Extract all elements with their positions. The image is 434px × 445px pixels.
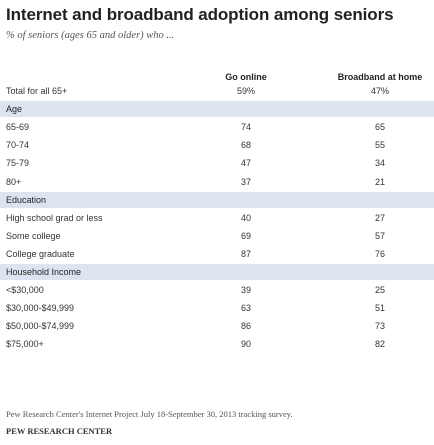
go-online-value: 74 (240, 122, 251, 133)
section-header-row: Age (0, 101, 434, 118)
row-label: 80+ (6, 176, 22, 187)
broadband-value: 55 (374, 140, 385, 151)
row-label: Some college (6, 230, 61, 241)
broadband-value: 76 (374, 248, 385, 259)
table-row: $50,000-$74,999 86 73 (0, 318, 434, 334)
table-row: 75-79 47 34 (0, 155, 434, 171)
table-row: College graduate 87 76 (0, 246, 434, 262)
go-online-value: 90 (240, 339, 251, 350)
broadband-value: 73 (374, 321, 385, 332)
broadband-value: 51 (374, 303, 385, 314)
go-online-value: 40 (240, 212, 251, 223)
go-online-value: 69 (240, 230, 251, 241)
table-row: 80+ 37 21 (0, 174, 434, 190)
row-label: <$30,000 (6, 285, 44, 296)
broadband-value: 27 (374, 212, 385, 223)
table-row: <$30,000 39 25 (0, 282, 434, 298)
broadband-value: 65 (374, 122, 385, 133)
section-header-row: Household Income (0, 264, 434, 280)
row-label: $75,000+ (6, 339, 44, 350)
total-row: Total for all 65+ 59% 47% (0, 83, 434, 99)
chart-title: Internet and broadband adoption among se… (6, 5, 394, 24)
go-online-value: 68 (240, 140, 251, 151)
row-label: $30,000-$49,999 (6, 303, 75, 314)
table-row: Some college 69 57 (0, 228, 434, 244)
source-note: Pew Research Center's Internet Project J… (6, 409, 293, 419)
broadband-value: 57 (374, 230, 385, 241)
go-online-value: 37 (240, 176, 251, 187)
table-row: $30,000-$49,999 63 51 (0, 300, 434, 316)
go-online-value: 87 (240, 248, 251, 259)
table-row: 70-74 68 55 (0, 137, 434, 153)
table-row: High school grad or less 40 27 (0, 210, 434, 226)
chart-subtitle: % of seniors (ages 65 and older) who ... (6, 30, 175, 41)
row-label: 75-79 (6, 158, 30, 169)
go-online-value: 59% (236, 86, 255, 96)
table-row: $75,000+ 90 82 (0, 336, 434, 352)
brand-label: PEW RESEARCH CENTER (6, 426, 113, 436)
go-online-value: 63 (240, 303, 251, 314)
broadband-value: 21 (374, 176, 385, 187)
table-row: 65-69 74 65 (0, 119, 434, 135)
section-label: Education (6, 194, 47, 205)
broadband-value: 25 (374, 285, 385, 296)
row-label: High school grad or less (6, 212, 103, 223)
section-header-row: Education (0, 191, 434, 208)
broadband-value: 47% (370, 86, 389, 96)
broadband-value: 82 (374, 339, 385, 350)
broadband-value: 34 (374, 158, 385, 169)
go-online-value: 86 (240, 321, 251, 332)
row-label: College graduate (6, 248, 75, 259)
column-header-go-online: Go online (225, 72, 267, 82)
section-label: Age (6, 104, 23, 115)
go-online-value: 39 (240, 285, 251, 296)
row-label: 70-74 (6, 140, 30, 151)
row-label: Total for all 65+ (6, 86, 68, 96)
column-header-broadband-at-home: Broadband at home (337, 72, 423, 82)
row-label: 65-69 (6, 122, 30, 133)
go-online-value: 47 (240, 158, 251, 169)
section-label: Household Income (6, 267, 82, 277)
row-label: $50,000-$74,999 (6, 321, 75, 332)
